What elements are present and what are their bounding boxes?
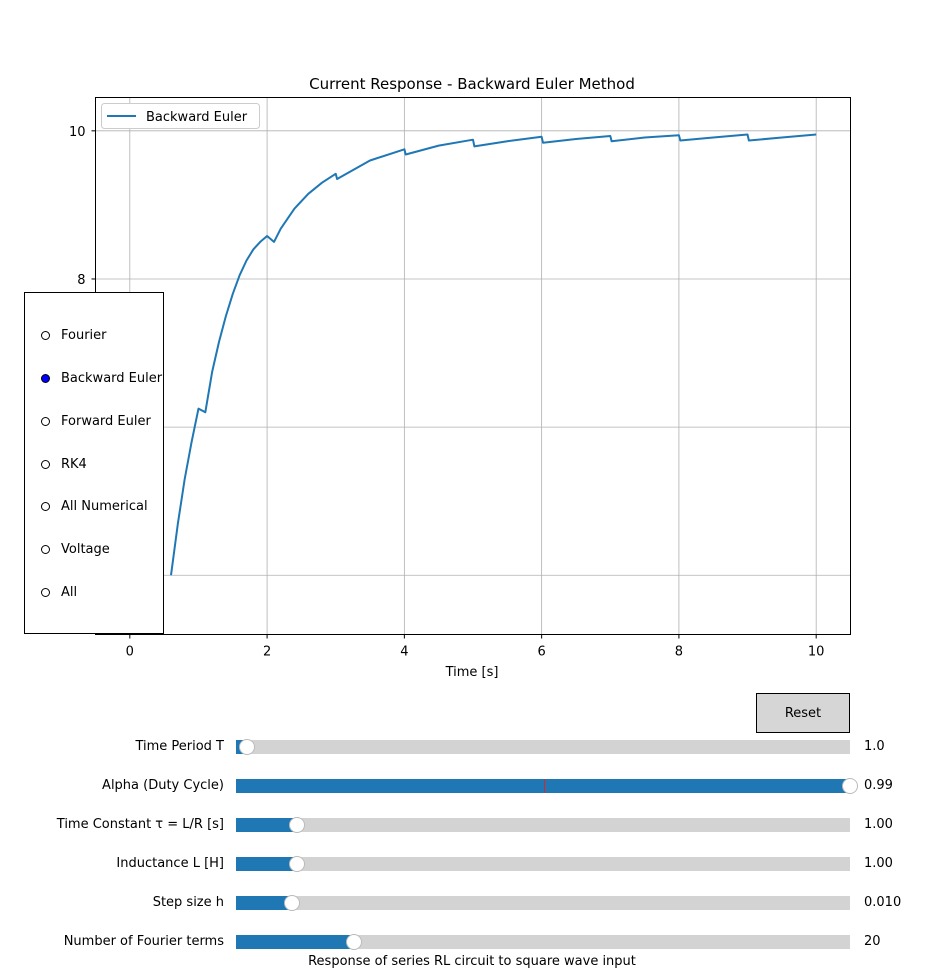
slider-time-period: Time Period T 1.0: [0, 737, 944, 757]
x-tick-label: 8: [675, 645, 683, 660]
radio-option-rk4[interactable]: RK4: [25, 454, 87, 474]
radio-label: Backward Euler: [61, 370, 163, 386]
slider-label: Number of Fourier terms: [63, 934, 224, 949]
slider-fill: [236, 896, 292, 910]
plot-selector-radio-panel: Fourier Backward Euler Forward Euler RK4…: [24, 292, 164, 634]
radio-label: Forward Euler: [61, 413, 151, 429]
slider-time-constant: Time Constant τ = L/R [s] 1.00: [0, 815, 944, 835]
x-tick-label: 0: [126, 645, 134, 660]
slider-value: 0.99: [864, 778, 893, 793]
x-tick-label: 10: [808, 645, 825, 660]
radio-option-fourier[interactable]: Fourier: [25, 325, 107, 345]
slider-handle[interactable]: [288, 856, 305, 872]
radio-option-forward-euler[interactable]: Forward Euler: [25, 411, 151, 431]
radio-option-all[interactable]: All: [25, 582, 77, 602]
slider-label: Time Constant τ = L/R [s]: [56, 817, 224, 832]
radio-dot-icon: [41, 459, 50, 469]
plot-frame: [95, 97, 851, 635]
radio-dot-icon: [41, 416, 50, 426]
radio-dot-icon: [41, 544, 50, 554]
radio-option-all-numerical[interactable]: All Numerical: [25, 496, 148, 516]
chart-title: Current Response - Backward Euler Method: [309, 75, 635, 93]
slider-fourier-terms: Number of Fourier terms 20: [0, 932, 944, 952]
radio-dot-icon: [41, 501, 50, 511]
slider-track[interactable]: [236, 895, 850, 911]
slider-label: Time Period T: [135, 739, 224, 754]
x-tick-label: 2: [263, 645, 271, 660]
figure-caption: Response of series RL circuit to square …: [308, 954, 636, 969]
slider-value: 20: [864, 934, 881, 949]
radio-label: Fourier: [61, 327, 107, 343]
slider-handle[interactable]: [842, 778, 858, 794]
radio-dot-icon: [41, 373, 50, 383]
radio-dot-icon: [41, 587, 50, 597]
slider-track[interactable]: [236, 739, 850, 755]
slider-track[interactable]: [236, 934, 850, 950]
slider-alpha-duty-cycle: Alpha (Duty Cycle) 0.99: [0, 776, 944, 796]
legend: Backward Euler: [101, 103, 260, 129]
radio-label: Voltage: [61, 541, 110, 557]
slider-handle[interactable]: [288, 817, 305, 833]
slider-value: 0.010: [864, 895, 902, 910]
radio-option-backward-euler[interactable]: Backward Euler: [25, 368, 162, 388]
series-line-backward-euler: [170, 133, 817, 576]
slider-handle[interactable]: [345, 934, 362, 950]
radio-label: All: [61, 584, 78, 600]
slider-label: Inductance L [H]: [116, 856, 224, 871]
x-tick-label: 4: [400, 645, 408, 660]
radio-dot-icon: [41, 330, 50, 340]
slider-track[interactable]: [236, 817, 850, 833]
slider-value: 1.00: [864, 817, 893, 832]
radio-option-voltage[interactable]: Voltage: [25, 539, 110, 559]
slider-fill: [236, 779, 850, 793]
radio-label: RK4: [61, 456, 87, 472]
slider-value: 1.00: [864, 856, 893, 871]
slider-handle[interactable]: [283, 895, 300, 911]
x-tick-label: 6: [537, 645, 545, 660]
legend-label: Backward Euler: [146, 110, 248, 125]
slider-label: Step size h: [152, 895, 224, 910]
slider-fill: [236, 935, 354, 949]
slider-fill: [236, 818, 297, 832]
slider-label: Alpha (Duty Cycle): [102, 778, 224, 793]
reset-button[interactable]: Reset: [756, 693, 850, 733]
x-axis-label: Time [s]: [445, 665, 499, 680]
slider-initial-value-marker: [543, 779, 545, 793]
y-tick-label: 10: [69, 125, 86, 140]
y-tick-label: 8: [77, 273, 85, 288]
radio-label: All Numerical: [61, 498, 148, 514]
slider-track[interactable]: [236, 778, 858, 794]
slider-step-size: Step size h 0.010: [0, 893, 944, 913]
slider-fill: [236, 857, 297, 871]
slider-inductance: Inductance L [H] 1.00: [0, 854, 944, 874]
slider-handle[interactable]: [239, 739, 256, 755]
slider-track[interactable]: [236, 856, 850, 872]
slider-value: 1.0: [864, 739, 885, 754]
